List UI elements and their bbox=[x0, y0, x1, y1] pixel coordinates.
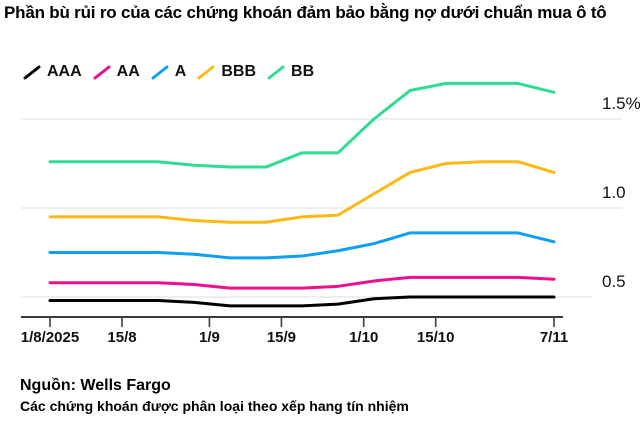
source-text: Nguồn: Wells Fargo bbox=[20, 377, 171, 394]
legend-item-bb: BB bbox=[266, 63, 314, 81]
x-axis-tick-label: 15/8 bbox=[107, 329, 137, 346]
series-line-bbb bbox=[48, 160, 556, 224]
legend-item-aaa: AAA bbox=[22, 63, 82, 81]
legend-label: A bbox=[174, 63, 187, 80]
chart-footer: Nguồn: Wells Fargo Các chứng khoán được … bbox=[20, 377, 409, 414]
series-line-bb bbox=[48, 81, 556, 169]
series-line-aa bbox=[48, 275, 556, 290]
line-swatch-icon bbox=[197, 65, 215, 79]
series-line-a bbox=[48, 231, 556, 260]
line-swatch-icon bbox=[151, 65, 169, 79]
x-axis-tick-label: 1/9 bbox=[198, 329, 220, 346]
legend-item-aa: AA bbox=[92, 63, 140, 81]
x-axis-tick-label: 15/9 bbox=[266, 329, 297, 346]
series-line-aaa bbox=[48, 295, 556, 308]
legend-item-a: A bbox=[150, 63, 187, 81]
y-axis-tick-label: 1.5% bbox=[602, 94, 640, 113]
line-swatch-icon bbox=[23, 65, 41, 79]
legend: AAA AA A BBB BB bbox=[22, 59, 314, 85]
x-axis-tick-label: 1/8/2025 bbox=[20, 329, 80, 346]
line-swatch-icon bbox=[93, 65, 111, 79]
y-axis-tick-label: 0.5 bbox=[602, 272, 626, 291]
y-axis-tick-label: 1.0 bbox=[602, 183, 626, 202]
x-axis-tick-label: 7/11 bbox=[539, 329, 569, 346]
legend-label: AA bbox=[116, 63, 140, 80]
legend-label: BBB bbox=[221, 63, 257, 80]
footnote-text: Các chứng khoán được phân loại theo xếp … bbox=[20, 398, 409, 414]
x-axis-tick-label: 1/10 bbox=[349, 329, 379, 346]
chart-title: Phần bù rủi ro của các chứng khoán đảm b… bbox=[4, 3, 607, 22]
legend-label: BB bbox=[291, 63, 315, 80]
x-axis-tick-label: 15/10 bbox=[416, 329, 455, 346]
legend-item-bbb: BBB bbox=[196, 63, 256, 81]
line-swatch-icon bbox=[267, 65, 285, 79]
legend-label: AAA bbox=[47, 63, 82, 80]
